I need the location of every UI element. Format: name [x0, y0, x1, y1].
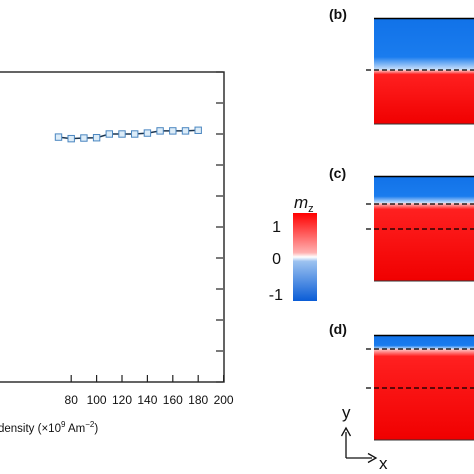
y-arrow-head: [340, 426, 352, 437]
panel-b-domain-top: [374, 18, 474, 70]
x-tick-label: 100: [87, 393, 107, 407]
x-tick-label: 200: [214, 393, 234, 407]
panel-d-domain-top: [374, 335, 474, 349]
data-point-marker: [67, 134, 75, 143]
y-ticks: [216, 71, 223, 383]
colorbar-gradient: [293, 213, 317, 301]
x-tick-label: 180: [188, 393, 208, 407]
data-point-marker: [169, 127, 177, 135]
series-markers: [54, 126, 202, 143]
panel-d-domain-bottom: [374, 349, 474, 440]
data-point-marker: [80, 134, 88, 142]
x-arrow-head: [367, 452, 378, 464]
x-axis-label: density (×109 Am−2): [0, 420, 98, 435]
x-tick-label: 160: [163, 393, 183, 407]
x-tick-label: 140: [137, 393, 157, 407]
panel-d: (d): [329, 321, 474, 441]
data-point-marker: [105, 130, 113, 138]
panel-b-domain-bottom: [374, 70, 474, 124]
y-axis-letter: y: [342, 403, 351, 422]
data-point-marker: [92, 134, 101, 142]
panel-c-domain-bottom: [374, 203, 474, 281]
x-ticks: [70, 375, 225, 382]
x-tick-label: 80: [65, 393, 79, 407]
colorbar-title: mz: [294, 193, 314, 215]
colorbar-tick-max: 1: [272, 219, 281, 236]
panel-b-label: (b): [329, 6, 347, 22]
data-point-marker: [143, 129, 152, 137]
panel-c-domain-top: [374, 176, 474, 203]
colorbar-tick-mid: 0: [272, 251, 281, 268]
coordinate-axes-indicator: y x: [340, 403, 388, 473]
data-point-marker: [131, 130, 139, 138]
panel-c: (c): [329, 165, 474, 282]
x-tick-labels: 80 100 120 140 160 180 200: [65, 393, 234, 407]
panel-c-label: (c): [329, 165, 346, 181]
x-tick-label: 120: [112, 393, 132, 407]
data-point-marker: [194, 126, 202, 134]
data-point-marker: [118, 130, 126, 138]
colorbar: mz 1 0 -1: [269, 193, 317, 304]
series-line: [58, 129, 199, 140]
x-axis-letter: x: [379, 454, 388, 473]
line-chart: 80 100 120 140 160 180 200 density (×109 Am−2): [0, 71, 234, 435]
data-point-marker: [54, 133, 63, 141]
plot-frame: [0, 71, 225, 383]
panel-d-label: (d): [329, 321, 347, 337]
data-point-marker: [181, 127, 190, 135]
data-point-marker: [156, 127, 164, 135]
colorbar-tick-min: -1: [269, 287, 283, 304]
panel-b: (b): [329, 6, 474, 125]
